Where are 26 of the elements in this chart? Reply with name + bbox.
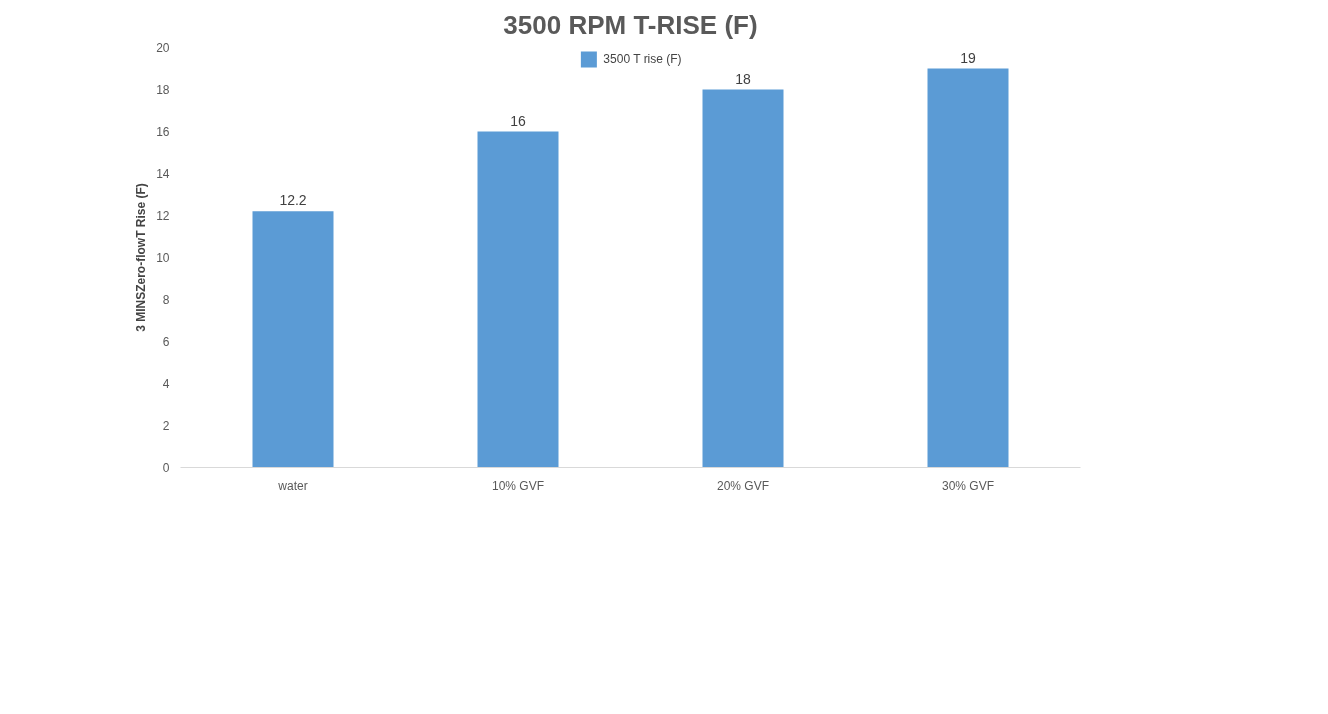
bar: [927, 68, 1009, 468]
bar: [477, 131, 559, 468]
y-tick-label: 8: [162, 293, 170, 307]
y-tick-label: 6: [162, 335, 170, 349]
chart-title: 3500 RPM T-RISE (F): [503, 10, 758, 40]
bar: [252, 211, 334, 468]
y-tick-label: 10: [156, 251, 170, 265]
y-tick-label: 12: [156, 209, 170, 223]
data-label: 18: [735, 70, 751, 87]
y-tick-label: 14: [156, 167, 170, 181]
x-tick-label: 10% GVF: [491, 478, 545, 493]
bar: [702, 89, 784, 468]
x-tick-label: 30% GVF: [941, 478, 995, 493]
y-tick-label: 0: [162, 461, 170, 475]
data-label: 16: [510, 112, 526, 129]
y-axis-title: 3 MINSZero-flowT Rise (F): [134, 183, 149, 332]
x-tick-label: water: [277, 478, 308, 493]
legend-label: 3500 T rise (F): [603, 52, 682, 66]
y-tick-label: 2: [162, 419, 170, 433]
y-tick-label: 16: [156, 125, 170, 139]
y-tick-label: 20: [156, 41, 170, 55]
y-tick-label: 18: [156, 83, 170, 97]
data-label: 19: [960, 49, 976, 66]
x-tick-label: 20% GVF: [716, 478, 770, 493]
y-tick-label: 4: [162, 377, 170, 391]
data-label: 12.2: [279, 192, 307, 209]
